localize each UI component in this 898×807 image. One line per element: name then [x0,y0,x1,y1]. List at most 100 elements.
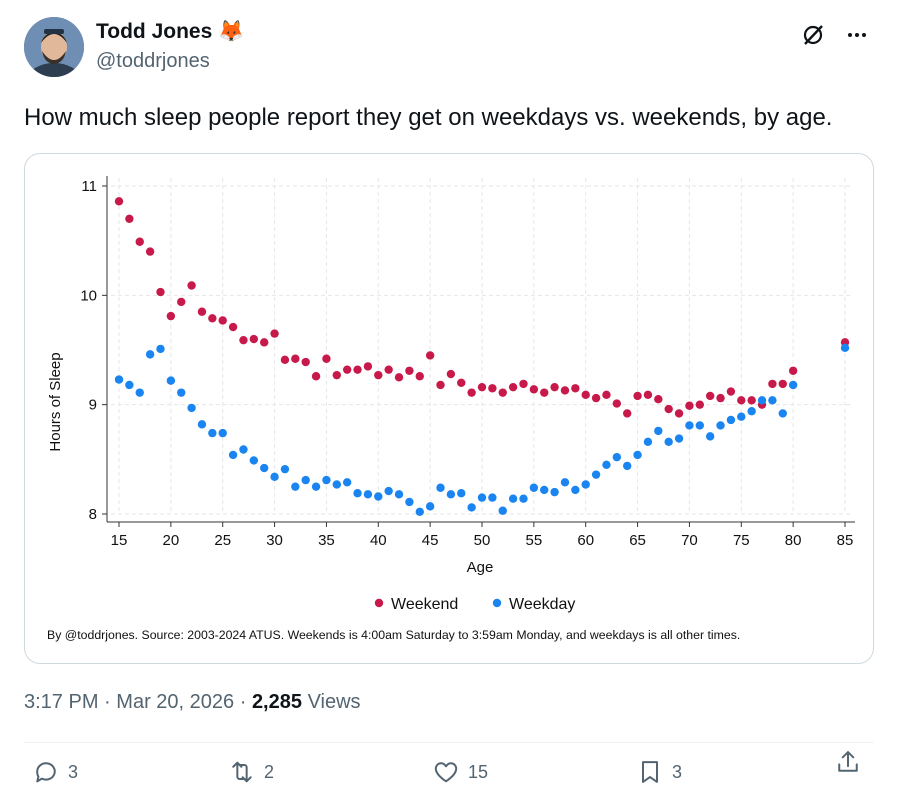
weekend-point [685,401,694,410]
x-axis-label: Age [467,559,494,576]
weekday-point [228,450,238,460]
x-tick-label: 55 [526,532,543,549]
grok-icon[interactable] [800,22,826,48]
weekend-point [394,373,404,382]
weekend-point [374,370,383,380]
weekday-point [177,388,186,397]
weekend-point [228,322,238,332]
weekend-point [457,378,466,387]
weekend-point [540,388,549,397]
weekend-point [446,369,456,379]
weekday-point [664,437,673,447]
weekday-point [156,344,165,354]
weekend-point [477,382,487,392]
author-name[interactable]: Todd Jones [96,20,213,43]
weekend-point [384,365,393,374]
weekday-point [114,375,124,384]
weekday-point [208,428,217,438]
weekend-point [581,390,590,400]
weekday-point [239,445,248,454]
weekend-point [768,379,777,389]
weekday-point [768,396,777,405]
tweet-time[interactable]: 3:17 PM [24,691,99,713]
weekend-point [249,334,259,344]
weekend-point [260,338,269,347]
weekday-point [643,437,653,447]
weekday-point [571,485,580,495]
weekday-point [737,412,746,421]
weekend-point [571,384,580,393]
tweet-date[interactable]: Mar 20, 2026 [116,691,235,713]
weekday-point [788,380,798,390]
y-tick-label: 9 [89,397,97,414]
weekday-point [705,432,715,441]
author-handle[interactable]: @toddrjones [96,50,210,72]
avatar-image [24,17,84,77]
repost-button[interactable]: 2 [228,758,274,786]
author-info[interactable]: Todd Jones 🦊 @toddrjones [96,20,244,73]
avatar[interactable] [24,17,84,77]
x-tick-label: 50 [474,532,491,549]
weekend-point [498,388,507,397]
weekend-point [633,391,642,401]
legend-weekday-label: Weekday [509,596,575,613]
weekday-point [322,475,331,485]
weekday-point [540,485,549,495]
weekday-point [633,450,642,460]
weekend-point [778,379,787,389]
weekday-point [291,482,300,491]
weekend-point [716,393,725,403]
weekend-point [560,386,570,395]
weekday-point [311,482,321,491]
weekend-point [705,391,715,401]
bookmark-button[interactable]: 3 [636,758,682,786]
weekday-point [197,420,207,429]
weekday-point [384,486,393,496]
repost-icon [232,761,252,783]
weekend-point [353,365,362,374]
more-icon[interactable] [844,22,870,48]
weekend-point [436,380,445,390]
weekend-point [125,214,134,223]
weekend-point [643,390,653,400]
weekday-point [674,434,684,443]
weekday-point [270,472,279,482]
weekday-point [374,492,383,501]
share-button[interactable] [834,748,862,776]
author-name-row[interactable]: Todd Jones 🦊 [96,20,244,44]
weekday-point [591,470,601,479]
weekend-point [425,351,435,360]
weekend-point [187,281,196,290]
reply-button[interactable]: 3 [32,758,78,786]
chart-image[interactable]: 15 20 25 30 35 40 45 50 55 60 65 70 75 80 85 8 9 10 11 Hou… [24,153,874,664]
weekday-point [457,489,466,498]
weekday-point [363,490,373,499]
y-tick-label: 11 [81,178,97,195]
weekday-point [342,478,352,487]
weekday-point [560,478,570,487]
x-tick-label: 60 [577,532,594,549]
weekday-point [145,350,155,359]
fox-emoji-icon: 🦊 [218,20,245,43]
weekday-point [550,487,559,497]
weekend-point [270,329,279,338]
weekday-point [726,415,736,425]
weekend-point [654,395,663,404]
like-button[interactable]: 15 [432,758,488,786]
weekend-point [602,390,611,400]
weekend-point [197,307,207,316]
like-count: 15 [468,761,489,782]
weekday-point [249,456,259,465]
x-tick-label: 65 [629,532,646,549]
weekend-point [612,399,622,408]
weekend-point [415,372,424,381]
weekday-point [612,452,622,462]
weekday-point [747,407,756,416]
weekend-point [322,354,331,363]
weekday-point [218,428,227,438]
weekend-point [519,379,528,389]
weekend-point [301,357,310,367]
weekday-point [446,490,456,499]
weekday-point [623,461,632,471]
weekend-point [695,400,704,409]
